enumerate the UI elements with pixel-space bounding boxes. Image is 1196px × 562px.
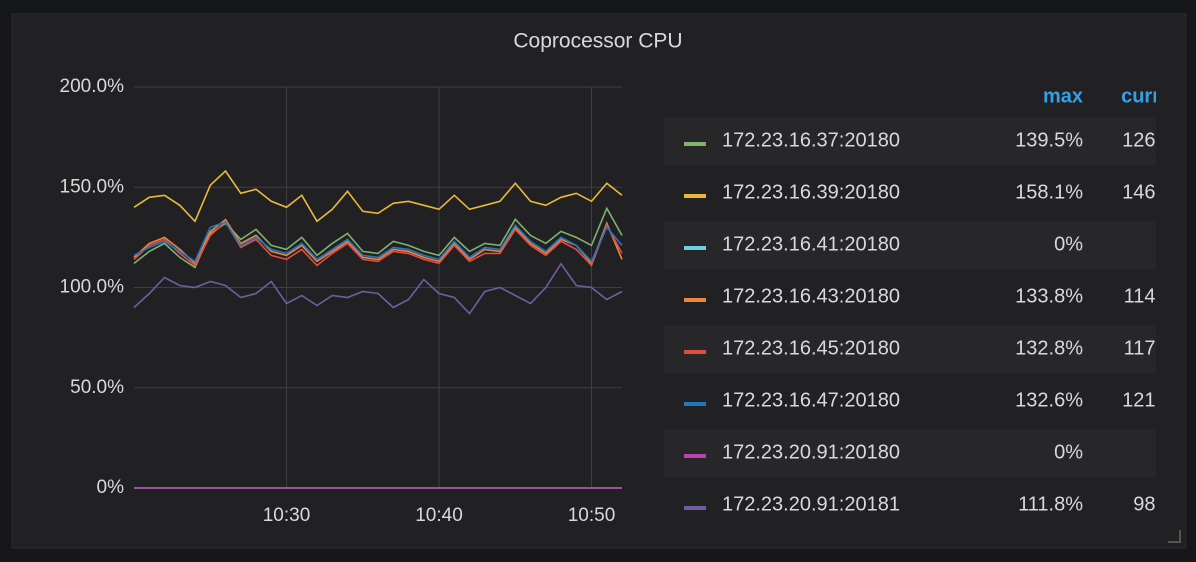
- legend-current: 98.0%: [1133, 493, 1190, 515]
- legend-row: [664, 221, 1156, 269]
- legend-max: 139.5%: [1015, 129, 1083, 151]
- legend-label: 172.23.16.45:20180: [722, 337, 900, 359]
- resize-handle: [1168, 530, 1181, 543]
- legend-row: [664, 481, 1156, 529]
- legend-label: 172.23.16.47:20180: [722, 389, 900, 411]
- legend-max: 132.6%: [1015, 389, 1083, 411]
- legend-current: 146.0%: [1122, 181, 1190, 203]
- y-tick-label: 200.0%: [60, 76, 125, 97]
- legend-label: 172.23.16.41:20180: [722, 233, 900, 255]
- series-line: [133, 220, 623, 267]
- legend-row: [664, 169, 1156, 217]
- legend-max: 133.8%: [1015, 285, 1083, 307]
- x-tick-label: 10:40: [415, 505, 463, 526]
- legend-label: 172.23.16.37:20180: [722, 129, 900, 151]
- legend-max: 0%: [1054, 233, 1083, 255]
- series-line: [133, 218, 623, 265]
- series-line: [133, 169, 623, 223]
- legend-max: 111.8%: [1018, 493, 1083, 515]
- legend-label: 172.23.16.39:20180: [722, 181, 900, 203]
- legend-header: max: [1043, 85, 1083, 107]
- legend-label: 172.23.20.91:20181: [722, 493, 900, 515]
- legend-max: 132.8%: [1015, 337, 1083, 359]
- legend-row: [664, 377, 1156, 425]
- legend-current: 126.0%: [1122, 129, 1190, 151]
- legend: max current 172.23.16.37:20180 139.5% 126.0%…: [664, 85, 1191, 529]
- y-tick-label: 150.0%: [60, 176, 125, 197]
- x-tick-label: 10:50: [568, 505, 616, 526]
- legend-current: 114.0%: [1124, 285, 1191, 307]
- y-tick-label: 50.0%: [70, 377, 124, 398]
- legend-label: 172.23.16.43:20180: [722, 285, 900, 307]
- series-line: [133, 221, 623, 263]
- legend-max: 0%: [1054, 441, 1083, 463]
- legend-current: 121.0%: [1122, 389, 1190, 411]
- legend-row: [664, 117, 1156, 165]
- legend-current: 117.0%: [1124, 337, 1191, 359]
- panel-title: Coprocessor CPU: [513, 30, 682, 53]
- legend-max: 158.1%: [1015, 181, 1083, 203]
- legend-row: [664, 325, 1156, 373]
- y-tick-label: 0%: [97, 477, 125, 498]
- legend-row: [664, 273, 1156, 321]
- legend-label: 172.23.20.91:20180: [722, 441, 900, 463]
- legend-header: current: [1121, 85, 1190, 107]
- y-tick-label: 100.0%: [60, 277, 125, 298]
- legend-row: [664, 429, 1156, 477]
- series-line: [133, 262, 623, 315]
- x-tick-label: 10:30: [263, 505, 311, 526]
